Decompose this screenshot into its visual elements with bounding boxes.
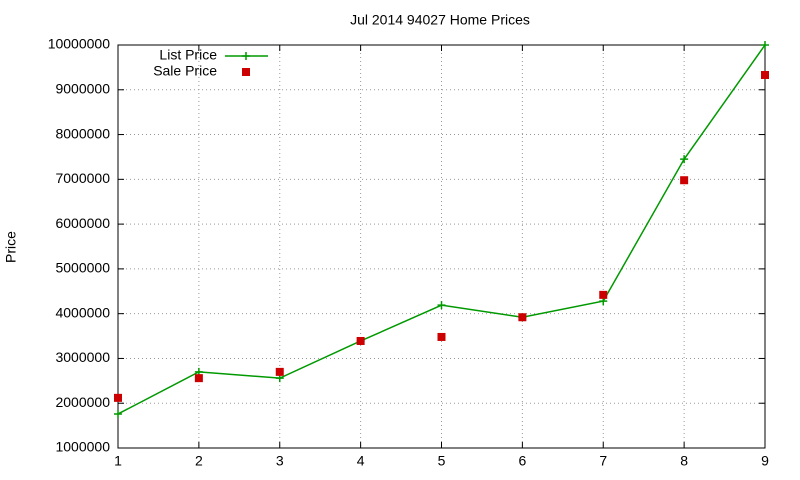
chart-title: Jul 2014 94027 Home Prices	[350, 12, 530, 28]
y-tick-label: 10000000	[48, 36, 111, 52]
x-tick-label: 8	[680, 453, 688, 469]
plot-frame	[117, 44, 766, 449]
x-tick-label: 7	[599, 453, 607, 469]
legend-marker	[242, 52, 250, 60]
y-tick-label: 9000000	[55, 80, 110, 96]
x-tick-label: 4	[357, 453, 365, 469]
point	[114, 393, 122, 402]
point	[680, 176, 689, 185]
x-tick-label: 9	[761, 453, 769, 469]
legend-label: Sale Price	[153, 63, 217, 79]
point	[356, 336, 365, 345]
point	[194, 374, 203, 383]
point	[114, 409, 122, 418]
point	[275, 367, 284, 376]
y-tick-label: 5000000	[55, 260, 110, 276]
point	[761, 71, 769, 80]
point	[761, 41, 769, 49]
x-tick-label: 5	[438, 453, 446, 469]
x-tick-label: 3	[276, 453, 284, 469]
x-tick-label: 1	[114, 453, 122, 469]
y-tick-label: 8000000	[55, 125, 110, 141]
x-tick-label: 6	[518, 453, 526, 469]
point	[437, 301, 446, 310]
y-tick-label: 6000000	[55, 215, 110, 231]
point	[599, 290, 608, 299]
y-tick-label: 1000000	[55, 439, 110, 455]
y-tick-label: 3000000	[55, 349, 110, 365]
legend-marker	[242, 68, 250, 76]
point	[680, 155, 689, 164]
y-axis-label: Price	[3, 231, 19, 263]
legend-label: List Price	[159, 47, 217, 63]
y-tick-label: 7000000	[55, 170, 110, 186]
point	[437, 332, 446, 341]
x-tick-label: 2	[195, 453, 203, 469]
y-tick-label: 4000000	[55, 304, 110, 320]
y-tick-label: 2000000	[55, 394, 110, 410]
point	[518, 313, 527, 322]
